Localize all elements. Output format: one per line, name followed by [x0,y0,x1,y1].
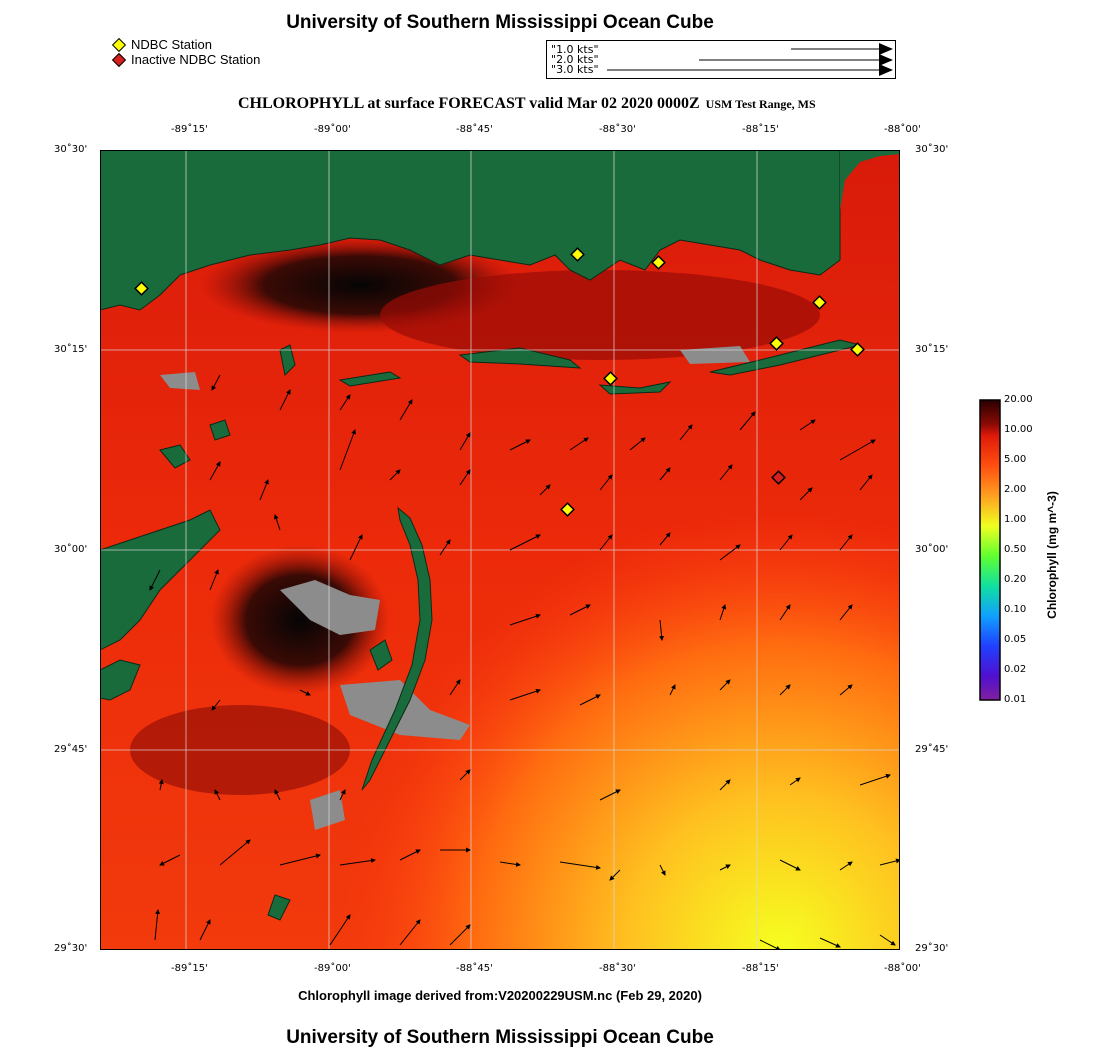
island-horn [458,347,582,369]
colorbar-tick-1: 20.00 [1004,394,1033,405]
lon-tick-top-2: -89˚00' [314,124,351,135]
colorbar-tick-4: 2.00 [1004,484,1027,495]
station-diamond-icon [111,37,127,52]
lon-tick-top-5: -88˚15' [742,124,779,135]
lat-tick-left-1: 30˚30' [54,144,88,155]
station-marker[interactable] [560,502,575,517]
colorbar-tick-6: 0.50 [1004,544,1027,555]
legend-station: NDBC Station [111,37,212,52]
lon-tick-bottom-6: -88˚00' [884,963,921,974]
lon-tick-top-4: -88˚30' [599,124,636,135]
page-title: University of Southern Mississippi Ocean… [286,12,714,33]
station-marker[interactable] [651,255,666,270]
cloud-patch-4 [680,346,750,364]
lat-tick-right-2: 30˚15' [915,344,949,355]
colorbar-title: Chlorophyll (mg m^-3) [1045,491,1059,619]
legend-station-label: NDBC Station [131,37,212,52]
current-vectors [149,374,900,950]
lat-tick-right-4: 29˚45' [915,744,949,755]
colorbar-tick-7: 0.20 [1004,574,1027,585]
lat-tick-left-4: 29˚45' [54,744,88,755]
lon-tick-bottom-1: -89˚15' [171,963,208,974]
colorbar-tick-2: 10.00 [1004,424,1033,435]
lon-tick-top-3: -88˚45' [456,124,493,135]
ndbc-stations [134,247,865,517]
inactive-station-diamond-icon [111,52,127,67]
speed-label-3: 3.0 kts [556,63,594,76]
station-marker[interactable] [570,247,585,262]
colorbar-tick-11: 0.01 [1004,694,1027,705]
current-speed-scale: "1.0 kts" "2.0 kts" "3.0 kts" [546,40,896,79]
graticule [100,150,900,950]
colorbar [979,399,1001,701]
island-cat [279,344,296,377]
mainland-east [840,150,900,210]
legend-inactive-label: Inactive NDBC Station [131,52,261,67]
lon-tick-top-1: -89˚15' [171,124,208,135]
data-source-caption: Chlorophyll image derived from:V20200229… [298,988,702,1003]
lon-tick-bottom-3: -88˚45' [456,963,493,974]
region-label: USM Test Range, MS [705,97,816,111]
colorbar-tick-3: 5.00 [1004,454,1027,465]
chlorophyll-map [100,150,900,950]
lat-tick-left-3: 30˚00' [54,544,88,555]
cloud-patch-5 [310,790,345,830]
inactive-station-marker[interactable] [771,470,786,485]
colorbar-tick-9: 0.05 [1004,634,1027,645]
colorbar-scale [979,399,1001,701]
high-chlorophyll-chandeleur [210,545,390,695]
colorbar-tick-10: 0.02 [1004,664,1027,675]
lat-tick-right-3: 30˚00' [915,544,949,555]
speed-label-1: 1.0 kts [556,43,594,56]
map-subtitle: CHLOROPHYLL at surface FORECAST valid Ma… [238,95,816,113]
station-marker[interactable] [812,295,827,310]
colorbar-tick-8: 0.10 [1004,604,1027,615]
colorbar-title-wrap: Chlorophyll (mg m^-3) [1042,480,1062,630]
legend-inactive-station: Inactive NDBC Station [111,52,261,67]
speed-label-2: 2.0 kts [556,53,594,66]
station-marker[interactable] [850,342,865,357]
sound-band [380,270,820,360]
lon-tick-top-6: -88˚00' [884,124,921,135]
cloud-patch-3 [160,372,200,390]
lat-tick-left-5: 29˚30' [54,943,88,954]
station-marker[interactable] [769,336,784,351]
lat-tick-left-2: 30˚15' [54,344,88,355]
station-marker[interactable] [134,281,149,296]
speed-arrows [607,43,893,76]
forecast-title: CHLOROPHYLL at surface FORECAST valid Ma… [238,95,700,112]
lat-tick-right-5: 29˚30' [915,943,949,954]
station-marker[interactable] [603,371,618,386]
marsh-island-1 [159,444,191,469]
lat-tick-right-1: 30˚30' [915,144,949,155]
lon-tick-bottom-5: -88˚15' [742,963,779,974]
colorbar-tick-5: 1.00 [1004,514,1027,525]
marsh-island-2 [209,419,231,441]
chandeleur-islands [361,506,433,791]
footer-title: University of Southern Mississippi Ocean… [286,1027,714,1048]
marsh-louisiana-2 [100,659,141,701]
island-petit-bois [598,381,672,395]
marsh-island-4 [369,639,393,671]
island-ship [338,371,402,387]
marsh-island-3 [267,894,291,921]
lon-tick-bottom-4: -88˚30' [599,963,636,974]
lon-tick-bottom-2: -89˚00' [314,963,351,974]
cloud-patch-1 [280,580,380,635]
